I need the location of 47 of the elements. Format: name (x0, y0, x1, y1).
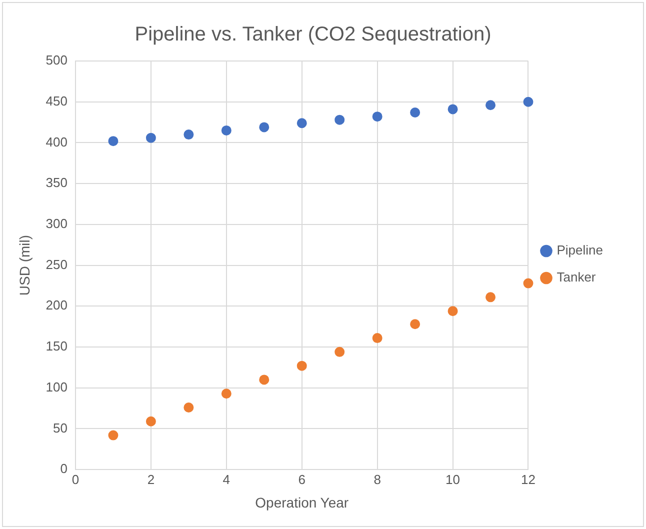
point (410, 107, 420, 118)
point (184, 130, 194, 140)
x-tick-label: 4 (222, 472, 230, 487)
y-tick-label: 400 (46, 134, 68, 150)
y-tick-label: 150 (46, 338, 68, 354)
y-tick-label: 50 (53, 420, 68, 436)
point (334, 114, 345, 125)
chart-title: Pipeline vs. Tanker (CO2 Sequestration) (134, 24, 492, 46)
legend-label: Pipeline (556, 242, 604, 258)
x-tick-label: 0 (72, 472, 80, 487)
y-tick-label: 450 (46, 93, 68, 108)
x-axis-title: Operation Year (255, 494, 349, 510)
point (221, 388, 232, 399)
y-tick-label: 0 (60, 461, 68, 476)
point (296, 360, 307, 371)
point (448, 104, 458, 114)
y-tick-label: 500 (46, 52, 68, 68)
y-tick-label: 100 (46, 379, 68, 394)
point (221, 125, 232, 136)
x-tick-label: 6 (298, 472, 306, 487)
x-tick-label: 12 (521, 472, 536, 487)
point (372, 112, 382, 122)
x-tick-label: 2 (147, 472, 155, 487)
point (108, 136, 118, 146)
x-tick-label: 10 (446, 472, 460, 487)
point (334, 346, 345, 357)
legend-label: Tanker (556, 270, 596, 285)
point (259, 122, 270, 132)
point (146, 132, 156, 143)
point (296, 118, 307, 128)
y-tick-label: 300 (46, 216, 68, 232)
point (184, 402, 194, 412)
x-tick-label: 8 (374, 472, 381, 487)
y-tick-label: 350 (46, 175, 68, 190)
point (108, 430, 118, 440)
point (372, 333, 382, 344)
y-tick-label: 250 (46, 256, 68, 272)
point (410, 319, 420, 330)
point (523, 278, 534, 288)
point (486, 292, 496, 302)
y-axis-title: USD (mil) (16, 234, 32, 296)
point (486, 100, 496, 110)
point (146, 416, 156, 426)
y-tick-label: 200 (46, 298, 68, 313)
point (259, 374, 270, 385)
point (448, 306, 458, 316)
point (523, 96, 534, 107)
